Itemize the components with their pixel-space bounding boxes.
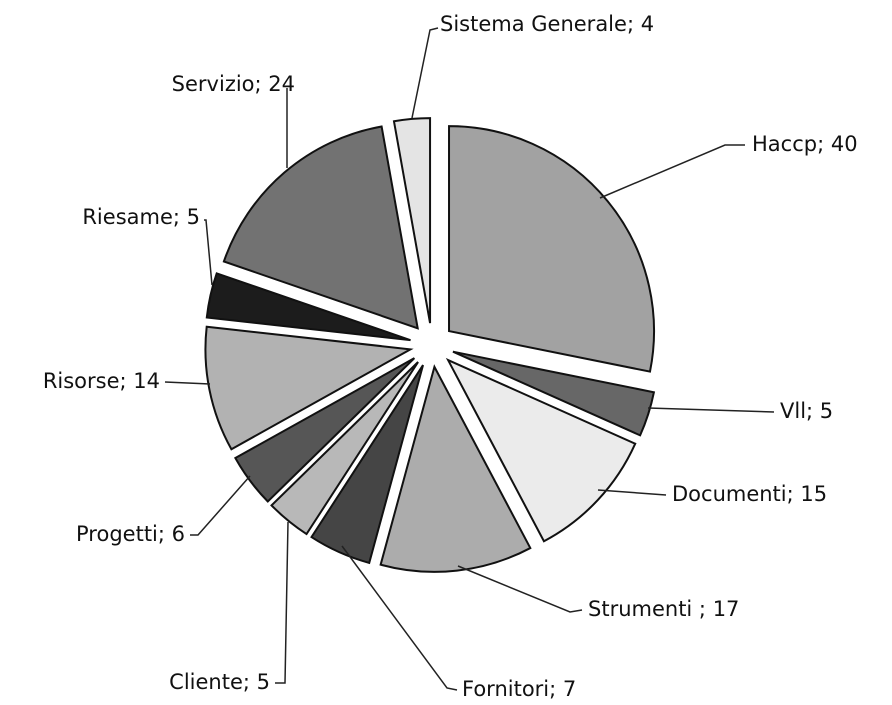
pie-slice: [270, 361, 419, 536]
pie-slice: [379, 364, 532, 573]
leader-line: [190, 475, 251, 536]
slice-label: Risorse; 14: [43, 369, 160, 393]
slice-label: Vll; 5: [780, 399, 833, 423]
leader-line: [647, 407, 775, 413]
pie-slice: [392, 117, 432, 324]
pie-slice: [445, 357, 637, 543]
slice-label: Fornitori; 7: [462, 677, 576, 701]
slice-label: Riesame; 5: [82, 205, 200, 229]
pie-slice: [452, 350, 656, 437]
pie-slice: [205, 272, 411, 342]
leader-line: [457, 565, 583, 613]
pie-slice: [310, 364, 424, 565]
leader-line: [275, 521, 289, 684]
leader-line: [341, 545, 458, 691]
slice-label: Cliente; 5: [169, 670, 270, 694]
pie-slice: [204, 325, 414, 451]
slice-label: Documenti; 15: [672, 482, 827, 506]
slice-label: Sistema Generale; 4: [440, 12, 654, 36]
slice-label: Haccp; 40: [752, 132, 858, 156]
slice-label: Progetti; 6: [76, 522, 185, 546]
slice-label: Strumenti ; 17: [588, 597, 739, 621]
pie-slice: [222, 125, 419, 330]
leader-line: [204, 219, 213, 286]
slice-label: Servizio; 24: [172, 72, 295, 96]
leader-line: [599, 144, 745, 199]
leader-line: [597, 489, 667, 496]
pie-slice: [233, 357, 416, 503]
leader-line: [411, 27, 439, 119]
leader-line: [164, 381, 211, 385]
pie-slice: [448, 125, 655, 373]
